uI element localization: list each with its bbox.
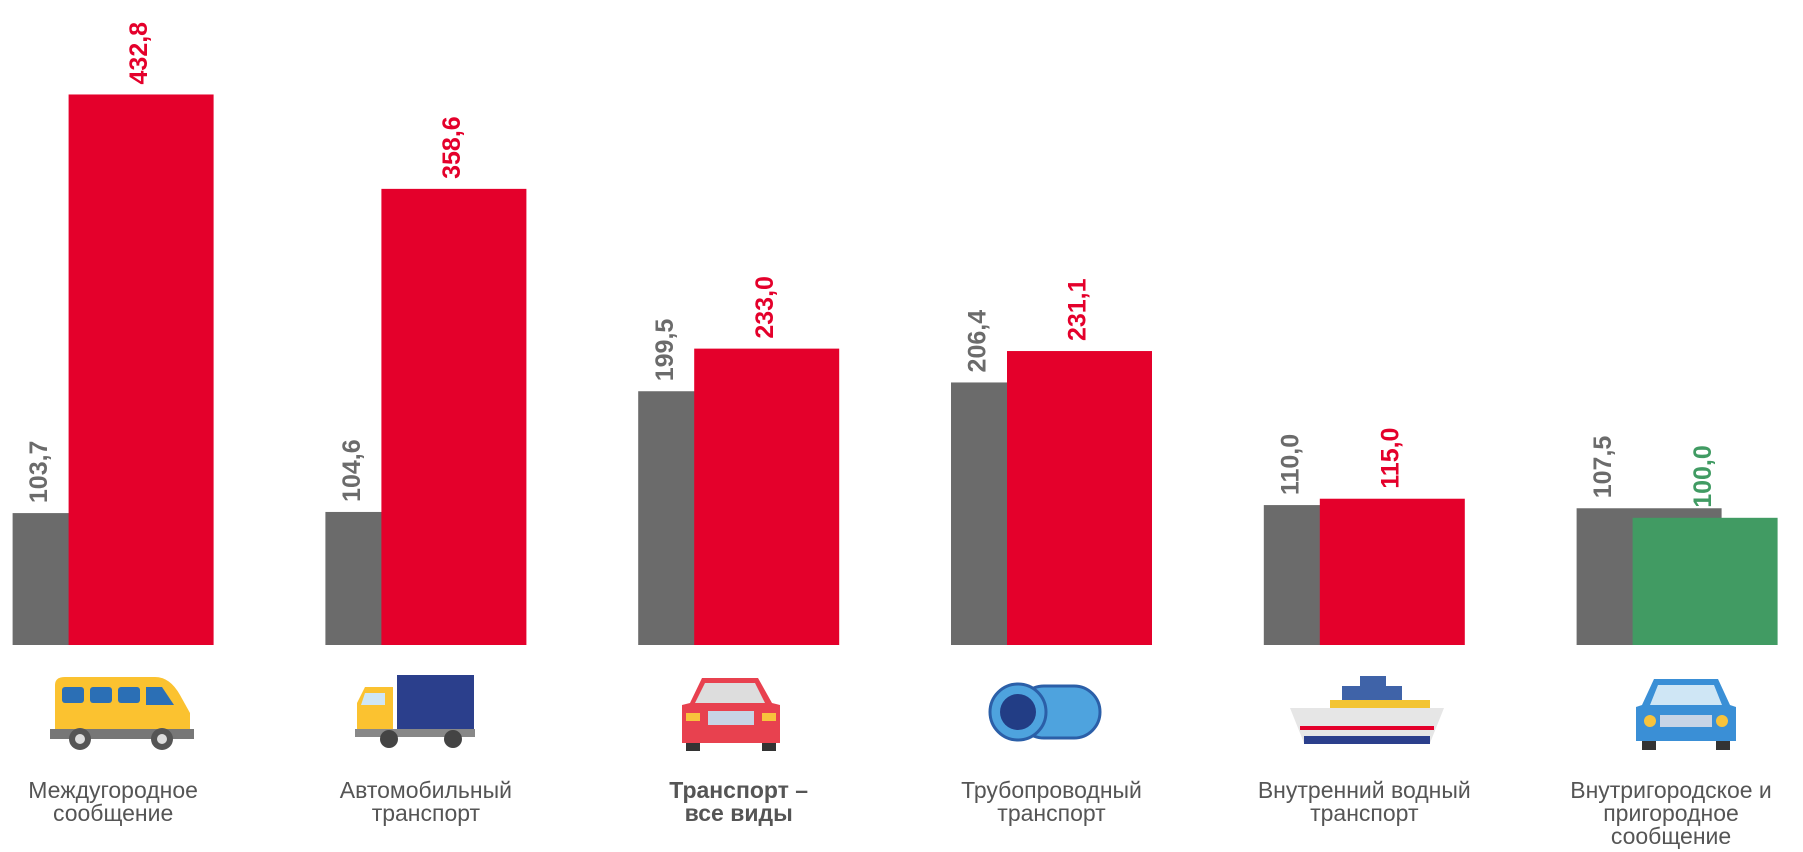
value-label: 199,5: [651, 319, 679, 382]
icon-car-blue: [1636, 679, 1736, 750]
value-label: 103,7: [25, 441, 53, 504]
bar: [68, 94, 214, 646]
value-label: 432,8: [125, 22, 153, 85]
bar: [1319, 498, 1465, 645]
category-label: Внутренний водный транспорт: [1257, 777, 1471, 826]
value-label: 115,0: [1376, 428, 1404, 489]
category-label: Трубопроводный транспорт: [961, 777, 1142, 826]
value-label: 104,6: [338, 439, 366, 502]
bar: [381, 188, 527, 646]
category-label: Внутригородское и пригородное сообщение: [1570, 777, 1772, 849]
value-label: 107,5: [1589, 436, 1617, 499]
bar: [1007, 351, 1152, 645]
category-label: Автомобильный транспорт: [339, 777, 512, 826]
value-label: 358,6: [438, 116, 466, 179]
bar: [1632, 517, 1778, 645]
value-label: 233,0: [751, 276, 779, 339]
category-label: Транспорт – все виды: [669, 777, 809, 826]
icon-truck: [355, 675, 475, 748]
category-label: Междугородное сообщение: [28, 777, 198, 826]
bar: [694, 348, 840, 645]
value-label: 206,4: [964, 310, 992, 373]
value-label: 110,0: [1276, 434, 1304, 495]
icon-ship: [1290, 676, 1444, 744]
value-label: 100,0: [1689, 445, 1717, 508]
icon-pipe: [988, 682, 1102, 742]
icon-minibus: [50, 677, 194, 750]
value-label: 231,1: [1064, 278, 1092, 341]
icon-car-red: [682, 678, 780, 751]
